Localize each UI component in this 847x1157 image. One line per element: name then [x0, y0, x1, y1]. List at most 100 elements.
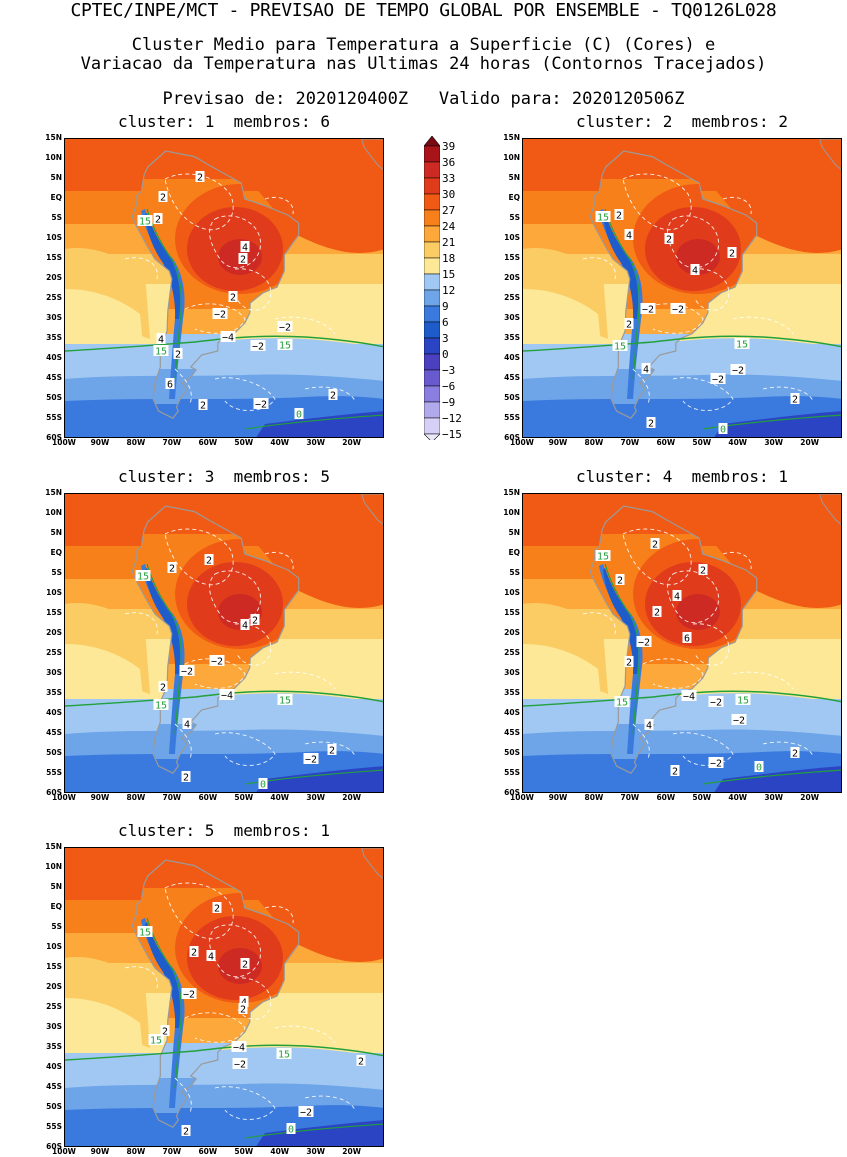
lon-tick-label: 30W — [764, 438, 784, 447]
contour-label: 2 — [167, 562, 177, 575]
lon-tick-label: 80W — [126, 793, 146, 802]
svg-text:15: 15 — [155, 347, 167, 358]
ocean-pacific-cooler — [523, 289, 601, 344]
svg-text:−2: −2 — [181, 667, 193, 678]
contour-label: 2 — [173, 348, 183, 361]
lat-tick-label: 35S — [504, 688, 520, 697]
africa-coastline — [819, 494, 841, 525]
contour-label: 2 — [189, 946, 199, 959]
lat-tick-label: 10N — [503, 153, 520, 162]
contour-label: 4 — [206, 950, 216, 963]
temperature-change-contour — [164, 882, 234, 940]
svg-text:4: 4 — [626, 231, 632, 242]
temperature-change-contour — [274, 316, 336, 335]
lat-tick-label: 60S — [504, 433, 520, 442]
south-america-coastline — [131, 859, 300, 1128]
lat-tick-label: 20S — [46, 628, 62, 637]
temperature-change-contour — [174, 1077, 192, 1114]
isoline-0c — [244, 769, 383, 785]
temperature-change-contour — [632, 723, 650, 760]
isoline-0c — [244, 414, 383, 430]
svg-text:2: 2 — [648, 419, 654, 430]
temperature-change-contour — [264, 551, 294, 570]
lat-tick-label: 60S — [504, 788, 520, 797]
svg-text:15: 15 — [155, 701, 167, 712]
lat-tick-label: 15N — [503, 133, 520, 142]
south-america-coastline — [589, 150, 758, 419]
lon-tick-label: 20W — [800, 438, 819, 447]
contour-label: 2 — [328, 389, 338, 402]
lat-tick-label: 55S — [504, 768, 520, 777]
lat-tick-label: 55S — [46, 768, 62, 777]
svg-text:4: 4 — [158, 335, 164, 346]
contour-label: 2 — [624, 318, 634, 331]
temperature-change-contour — [174, 368, 192, 405]
svg-text:15: 15 — [616, 698, 628, 709]
colorbar-swatch — [424, 385, 440, 403]
colorbar-label: 36 — [442, 156, 456, 169]
lat-tick-label: 30S — [46, 313, 62, 322]
lat-tick-label: 55S — [46, 413, 62, 422]
contour-label: 2 — [195, 171, 205, 184]
temperature-change-contour — [124, 612, 158, 635]
svg-text:4: 4 — [646, 721, 652, 732]
lat-tick-label: 40S — [504, 353, 520, 362]
lon-tick-label: 30W — [764, 793, 784, 802]
colorbar-swatch — [424, 417, 440, 435]
colorbar-bottom-arrow — [424, 433, 440, 440]
lat-tick-label: 15S — [46, 962, 62, 971]
ocean-pacific-cooler — [65, 644, 143, 699]
colorbar-label: 33 — [442, 172, 456, 185]
svg-text:0: 0 — [288, 1125, 294, 1136]
lat-tick-label: 40S — [46, 708, 62, 717]
colorbar-swatch — [424, 177, 440, 195]
svg-text:2: 2 — [200, 401, 206, 412]
lat-tick-label: 35S — [504, 333, 520, 342]
svg-text:2: 2 — [230, 293, 236, 304]
lat-tick-label: EQ — [508, 548, 521, 557]
svg-text:2: 2 — [242, 960, 248, 971]
lon-tick-label: 60W — [198, 438, 218, 447]
lat-tick-label: 35S — [46, 688, 62, 697]
colorbar-swatch — [424, 161, 440, 179]
lat-tick-label: 50S — [46, 748, 62, 757]
contour-label: 2 — [624, 656, 634, 669]
svg-text:2: 2 — [214, 904, 220, 915]
contour-label: 2 — [327, 744, 337, 757]
svg-text:2: 2 — [652, 540, 658, 551]
cluster-3-title: cluster: 3 membros: 5 — [118, 467, 330, 486]
svg-text:4: 4 — [184, 720, 190, 731]
lat-tick-label: EQ — [50, 193, 63, 202]
svg-text:4: 4 — [242, 621, 248, 632]
temperature-change-contour — [722, 551, 752, 570]
contour-label: 2 — [664, 233, 674, 246]
svg-text:0: 0 — [720, 425, 726, 436]
lon-tick-label: 70W — [162, 793, 182, 802]
svg-text:2: 2 — [617, 576, 623, 587]
svg-text:−2: −2 — [255, 400, 267, 411]
colorbar-top-arrow — [424, 136, 440, 147]
isoline-0c — [244, 1123, 383, 1139]
colorbar-label: 12 — [442, 284, 456, 297]
ocean-pacific-cooler — [65, 998, 143, 1053]
contour-label: −2 — [636, 636, 652, 649]
contour-label: 2 — [652, 606, 662, 619]
lon-tick-label: 30W — [306, 438, 326, 447]
lon-tick-label: 50W — [234, 1147, 254, 1156]
colorbar-label: −15 — [442, 428, 462, 441]
contour-label: 0 — [294, 408, 304, 421]
temperature-change-contour — [124, 257, 158, 280]
contour-label: −2 — [209, 655, 225, 668]
contour-label: −2 — [277, 321, 293, 334]
lon-tick-label: 70W — [620, 793, 640, 802]
colorbar-swatch — [424, 145, 440, 163]
contour-label: 2 — [160, 1025, 170, 1038]
lat-tick-label: 10S — [504, 588, 520, 597]
svg-text:2: 2 — [729, 249, 735, 260]
cluster-1-map: 2 2 2 4 2 2 −2 −4 −2 −2 4 2 6 2 −2 2 0 15 15 15 — [64, 138, 384, 438]
lon-tick-label: 50W — [234, 793, 254, 802]
isoline-15c-andes — [146, 917, 182, 1089]
lat-tick-label: 60S — [46, 1142, 62, 1151]
contour-label: 15 — [612, 340, 628, 353]
